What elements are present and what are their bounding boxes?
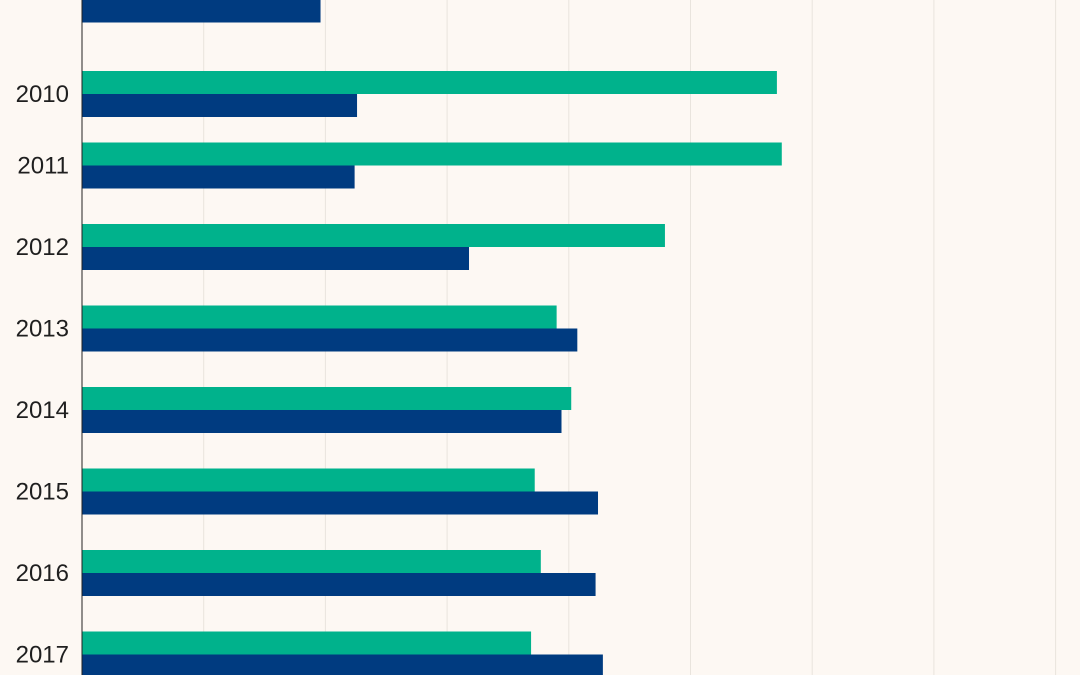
bar-2010-series-2 — [82, 94, 358, 117]
category-label-2017: 2017 — [16, 642, 69, 669]
bar-2012-series-1 — [82, 224, 665, 247]
category-label-2012: 2012 — [16, 234, 69, 261]
bar-2016-series-2 — [82, 573, 596, 596]
bar-2013-series-2 — [82, 328, 578, 352]
category-label-2011: 2011 — [17, 153, 69, 180]
bar-2010-series-1 — [82, 71, 777, 94]
bar-2013-series-1 — [82, 305, 557, 329]
bars — [82, 0, 782, 675]
bar-2017-series-1 — [82, 631, 532, 655]
bar-2009-series-2 — [82, 0, 321, 23]
bar-2011-series-1 — [82, 142, 782, 166]
category-label-2016: 2016 — [16, 560, 69, 587]
category-labels: 2010 2011 2012 2013 2014 2015 2016 2017 — [16, 81, 69, 669]
category-label-2013: 2013 — [16, 316, 69, 343]
bar-2015-series-1 — [82, 468, 535, 492]
category-label-2015: 2015 — [16, 479, 69, 506]
bar-2011-series-2 — [82, 165, 355, 189]
bar-2016-series-1 — [82, 550, 541, 573]
bar-2014-series-1 — [82, 387, 572, 410]
category-label-2010: 2010 — [16, 81, 69, 108]
bar-2017-series-2 — [82, 654, 603, 675]
bar-2014-series-2 — [82, 410, 562, 433]
category-label-2014: 2014 — [16, 397, 69, 424]
bar-2015-series-2 — [82, 491, 599, 515]
bar-2012-series-2 — [82, 247, 470, 270]
